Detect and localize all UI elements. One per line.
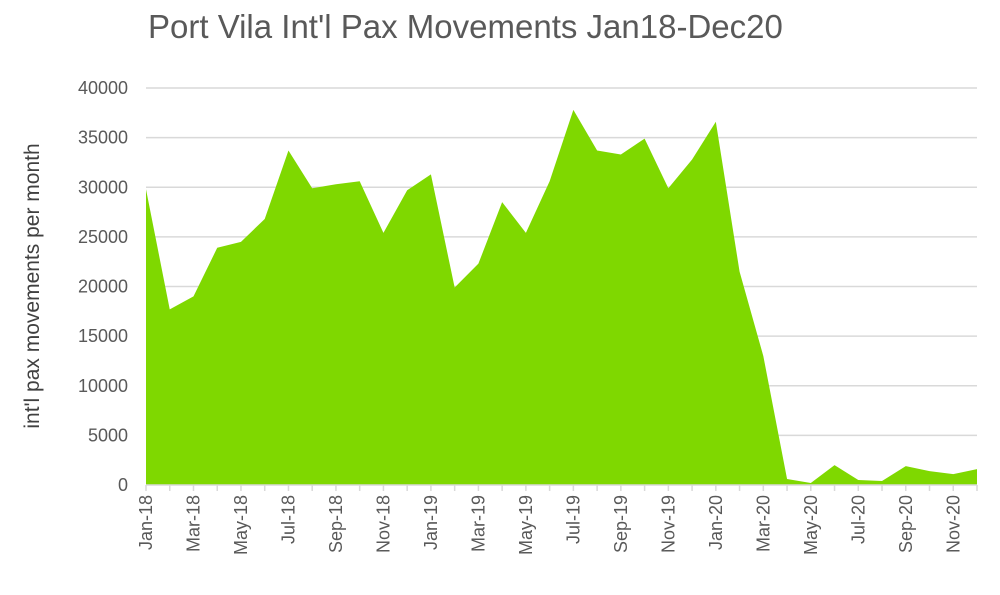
y-tick-label: 20000 (78, 277, 128, 297)
x-tick-label: Mar-20 (753, 495, 773, 552)
x-tick-label: Nov-19 (658, 495, 678, 553)
x-tick-label: Sep-20 (896, 495, 916, 553)
x-axis: Jan-18 Mar-18 May-18 Jul-18 Sep-18 Nov-18 Jan-… (136, 484, 978, 555)
y-tick-label: 0 (118, 475, 128, 495)
x-tick-label: Jul-18 (278, 495, 298, 544)
x-tick-label: May-19 (516, 495, 536, 555)
x-tick-label: Nov-18 (373, 495, 393, 553)
y-tick-label: 35000 (78, 128, 128, 148)
x-tick-label: Mar-18 (183, 495, 203, 552)
x-tick-label: Jan-18 (136, 495, 156, 550)
y-tick-label: 10000 (78, 376, 128, 396)
y-tick-label: 30000 (78, 177, 128, 197)
y-axis-title: int'l pax movements per month (21, 143, 44, 428)
y-tick-label: 5000 (88, 425, 128, 445)
x-tick-label: Sep-18 (326, 495, 346, 553)
x-tick-label: Sep-19 (611, 495, 631, 553)
y-tick-label: 40000 (78, 78, 128, 98)
y-axis: 0 5000 10000 15000 20000 25000 30000 35000 40000 (78, 78, 128, 495)
x-tick-label: Jan-20 (706, 495, 726, 550)
x-tick-label: Jul-19 (563, 495, 583, 544)
x-tick-label: Nov-20 (943, 495, 963, 553)
chart-title: Port Vila Int'l Pax Movements Jan18-Dec2… (148, 8, 783, 45)
x-tick-label: Jul-20 (848, 495, 868, 544)
area-series (146, 109, 977, 485)
x-tick-label: Jan-19 (421, 495, 441, 550)
x-tick-label: Mar-19 (468, 495, 488, 552)
y-tick-label: 25000 (78, 227, 128, 247)
x-tick-label: May-20 (801, 495, 821, 555)
y-tick-label: 15000 (78, 326, 128, 346)
x-tick-label: May-18 (231, 495, 251, 555)
